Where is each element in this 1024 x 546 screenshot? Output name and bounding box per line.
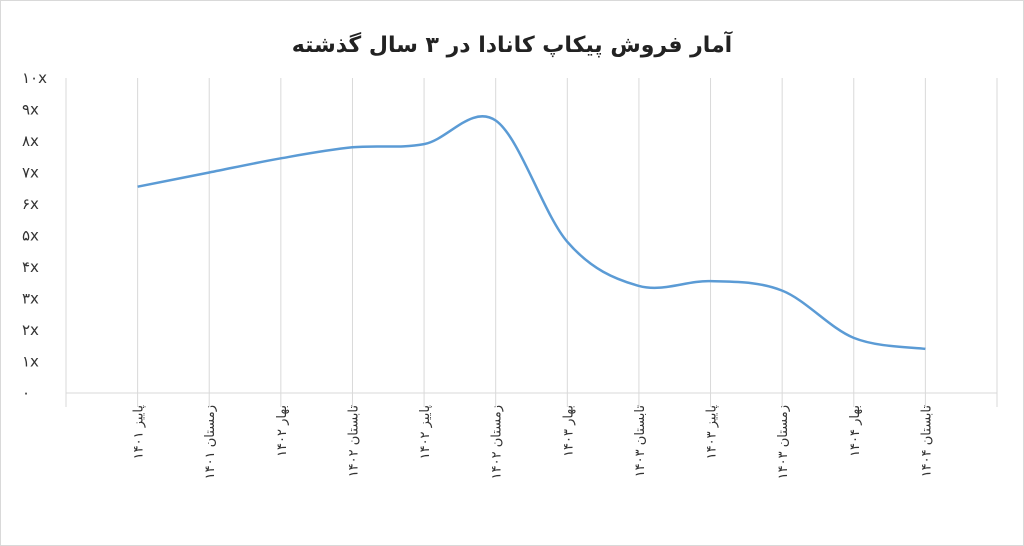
- x-tick-label: زمستان ۱۴۰۲: [490, 405, 505, 479]
- y-tick-label: ۲x: [22, 321, 39, 339]
- x-tick-label: پاییز ۱۴۰۳: [705, 405, 720, 460]
- y-tick-label: ۷x: [22, 164, 39, 182]
- y-tick-label: ۱۰x: [22, 69, 47, 87]
- y-tick-label: ۴x: [22, 258, 39, 276]
- y-tick-label: ۹x: [22, 101, 39, 119]
- series-line: [137, 115, 926, 351]
- x-tick-label: پاییز ۱۴۰۲: [418, 405, 433, 460]
- x-tick-label: زمستان ۱۴۰۳: [776, 405, 791, 479]
- y-tick-label: ۱x: [22, 353, 39, 371]
- x-tick-label: پاییز ۱۴۰۱: [132, 405, 147, 460]
- x-tick-label: زمستان ۱۴۰۱: [203, 405, 218, 479]
- x-tick-label: بهار ۱۴۰۴: [848, 405, 863, 457]
- y-tick-label: ۵x: [22, 227, 39, 245]
- y-tick-label: ۳x: [22, 290, 39, 308]
- x-tick-label: بهار ۱۴۰۳: [561, 405, 576, 457]
- x-tick-label: بهار ۱۴۰۲: [275, 405, 290, 457]
- y-tick-label: ۰: [22, 384, 30, 402]
- y-tick-label: ۶x: [22, 195, 39, 213]
- x-tick-label: تابستان ۱۴۰۴: [919, 405, 934, 478]
- x-tick-label: تابستان ۱۴۰۳: [633, 405, 648, 478]
- chart-title: آمار فروش پیکاپ کانادا در ۳ سال گذشته: [292, 30, 733, 58]
- x-tick-label: تابستان ۱۴۰۲: [346, 405, 361, 478]
- y-tick-label: ۸x: [22, 132, 39, 150]
